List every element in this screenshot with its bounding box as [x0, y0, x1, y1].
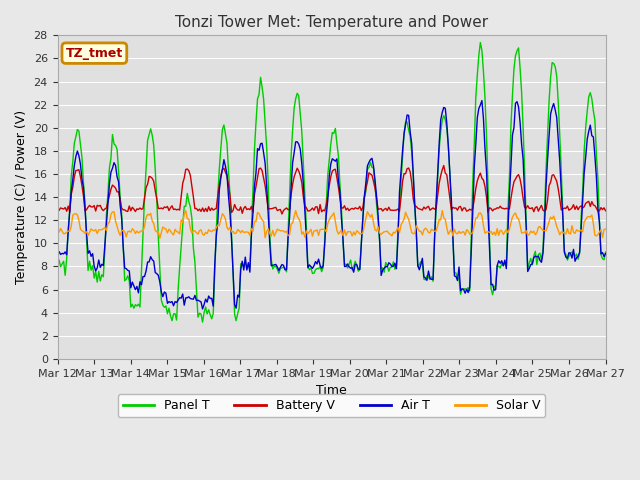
- Air T: [602, 251, 609, 256]
- Solar V: [295, 216, 303, 221]
- Battery V: [440, 163, 447, 168]
- Battery V: [244, 206, 252, 212]
- Title: Tonzi Tower Met: Temperature and Power: Tonzi Tower Met: Temperature and Power: [175, 15, 488, 30]
- Line: Battery V: Battery V: [58, 166, 605, 214]
- Air T: [246, 269, 253, 275]
- Battery V: [54, 205, 61, 211]
- Air T: [574, 253, 582, 259]
- Battery V: [602, 208, 609, 214]
- X-axis label: Time: Time: [316, 384, 347, 397]
- Text: TZ_tmet: TZ_tmet: [66, 47, 123, 60]
- Panel T: [54, 257, 61, 263]
- Panel T: [198, 319, 206, 325]
- Panel T: [121, 278, 129, 284]
- Panel T: [602, 249, 609, 255]
- Solar V: [438, 208, 446, 214]
- Solar V: [156, 235, 164, 241]
- Air T: [218, 167, 226, 172]
- Battery V: [295, 168, 303, 174]
- Battery V: [574, 207, 582, 213]
- Air T: [295, 141, 303, 147]
- Line: Solar V: Solar V: [58, 211, 605, 238]
- Solar V: [574, 228, 582, 234]
- Air T: [198, 306, 206, 312]
- Panel T: [477, 40, 484, 46]
- Panel T: [218, 127, 226, 132]
- Solar V: [602, 226, 609, 232]
- Battery V: [278, 211, 286, 217]
- Air T: [121, 265, 129, 271]
- Air T: [237, 267, 244, 273]
- Air T: [478, 97, 486, 103]
- Battery V: [217, 173, 225, 179]
- Line: Air T: Air T: [58, 100, 605, 309]
- Panel T: [246, 265, 253, 271]
- Panel T: [295, 93, 303, 99]
- Solar V: [121, 229, 129, 235]
- Air T: [54, 249, 61, 254]
- Battery V: [121, 207, 129, 213]
- Solar V: [246, 232, 253, 238]
- Line: Panel T: Panel T: [58, 43, 605, 322]
- Battery V: [236, 207, 243, 213]
- Solar V: [54, 224, 61, 229]
- Legend: Panel T, Battery V, Air T, Solar V: Panel T, Battery V, Air T, Solar V: [118, 395, 545, 418]
- Solar V: [218, 211, 226, 216]
- Y-axis label: Temperature (C) / Power (V): Temperature (C) / Power (V): [15, 110, 28, 284]
- Panel T: [574, 256, 582, 262]
- Panel T: [237, 261, 244, 267]
- Solar V: [237, 230, 244, 236]
